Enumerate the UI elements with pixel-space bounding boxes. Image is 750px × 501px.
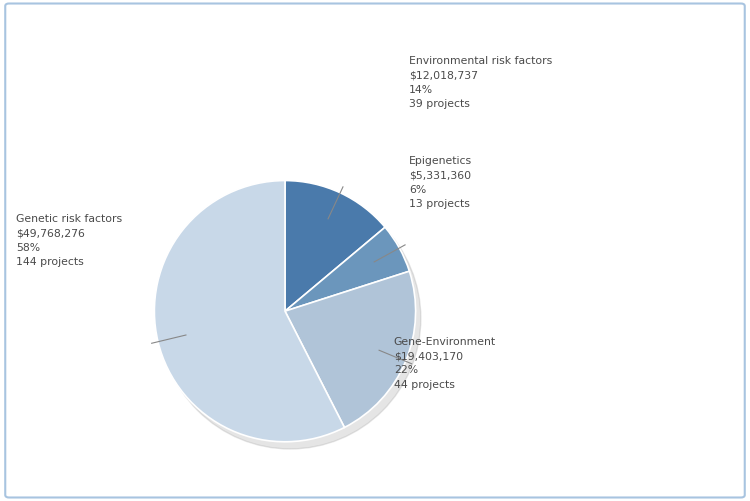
Text: 2016: 2016 [348,23,402,41]
Text: QUESTION 3: RISK FACTORS: QUESTION 3: RISK FACTORS [271,53,479,66]
Text: Environmental risk factors
$12,018,737
14%
39 projects: Environmental risk factors $12,018,737 1… [409,56,552,109]
Wedge shape [285,227,410,311]
Wedge shape [285,271,416,427]
Text: Genetic risk factors
$49,768,276
58%
144 projects: Genetic risk factors $49,768,276 58% 144… [16,214,123,267]
Text: Gene-Environment
$19,403,170
22%
44 projects: Gene-Environment $19,403,170 22% 44 proj… [394,337,496,390]
Wedge shape [154,180,344,442]
Text: Funding by Subcategory: Funding by Subcategory [299,80,451,93]
Text: Epigenetics
$5,331,360
6%
13 projects: Epigenetics $5,331,360 6% 13 projects [409,156,472,209]
Circle shape [160,188,421,449]
Wedge shape [285,180,385,311]
